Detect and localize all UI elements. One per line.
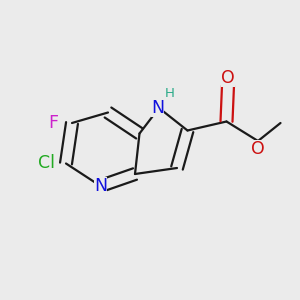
Text: Cl: Cl [38,154,55,172]
Text: N: N [94,177,107,195]
Text: F: F [48,114,59,132]
Text: H: H [165,87,174,100]
Text: O: O [221,69,235,87]
Text: O: O [251,140,265,158]
Text: N: N [151,99,164,117]
